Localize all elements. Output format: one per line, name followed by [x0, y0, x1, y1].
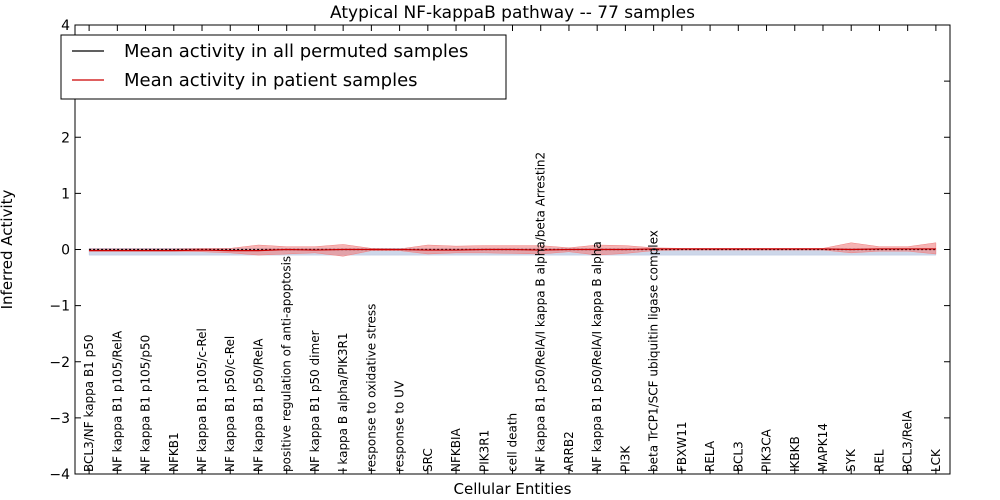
entity-label: NFKBIA [449, 427, 463, 472]
y-tick-label: 4 [61, 18, 70, 34]
entity-label: NF kappa B1 p50/RelA/I kappa B alpha/bet… [534, 152, 548, 472]
y-axis-label: Inferred Activity [0, 189, 16, 309]
entity-labels: BCL3/NF kappa B1 p50 NF kappa B1 p105/Rel… [82, 152, 943, 472]
chart-title: Atypical NF-kappaB pathway -- 77 samples [330, 3, 695, 23]
y-tick-label: −1 [49, 299, 70, 315]
entity-label: RELA [703, 440, 717, 472]
entity-label: NF kappa B1 p105/RelA [110, 330, 124, 472]
y-tick-label: −3 [49, 411, 70, 427]
entity-label: PIK3R1 [477, 430, 491, 472]
x-axis-ticks [88, 25, 937, 474]
entity-label: ARRB2 [562, 431, 576, 472]
entity-label: BCL3/RelA [901, 410, 915, 472]
y-tick-label: −4 [49, 467, 70, 483]
legend-label-patient: Mean activity in patient samples [124, 70, 418, 91]
y-tick-label: 2 [61, 130, 70, 146]
entity-label: NFKB1 [167, 432, 181, 472]
entity-label: NF kappa B1 p50/c-Rel [223, 336, 237, 472]
entity-label: response to oxidative stress [364, 304, 378, 472]
entity-label: FBXW11 [675, 422, 689, 473]
entity-label: NF kappa B1 p105/c-Rel [195, 328, 209, 472]
entity-label: PI3K [618, 445, 632, 472]
y-tick-label: −2 [49, 355, 70, 371]
entity-label: LCK [929, 448, 943, 472]
entity-label: beta TrCP1/SCF ubiquitin ligase complex [647, 230, 661, 472]
legend-label-permuted: Mean activity in all permuted samples [124, 41, 468, 62]
entity-label: NF kappa B1 p50/RelA/I kappa B alpha [590, 241, 604, 472]
entity-label: positive regulation of anti-apoptosis [280, 256, 294, 472]
y-tick-label: 1 [61, 186, 70, 202]
entity-label: NF kappa B1 p50 dimer [308, 330, 322, 472]
series-line-1 [89, 248, 936, 252]
y-axis-ticks: −4−3−2−101234 [49, 18, 950, 483]
entity-label: BCL3/NF kappa B1 p50 [82, 334, 96, 472]
entity-label: IKBKB [788, 436, 802, 472]
entity-label: SRC [421, 448, 435, 472]
legend: Mean activity in all permuted samples Me… [60, 34, 507, 100]
entity-label: MAPK14 [816, 423, 830, 472]
legend-box [60, 34, 507, 100]
y-tick-label: 0 [61, 243, 70, 259]
series-lines [89, 248, 936, 252]
entity-label: NF kappa B1 p50/RelA [251, 338, 265, 472]
entity-label: REL [872, 449, 886, 472]
plot-frame [74, 24, 951, 475]
entity-label: NF kappa B1 p105/p50 [139, 335, 153, 472]
entity-label: PIK3CA [760, 428, 774, 472]
entity-label: SYK [844, 448, 858, 472]
entity-label: response to UV [393, 380, 407, 472]
entity-label: BCL3 [731, 441, 745, 472]
entity-label: cell death [506, 413, 520, 472]
x-axis-label: Cellular Entities [454, 480, 572, 498]
entity-label: I kappa B alpha/PIK3R1 [336, 333, 350, 472]
